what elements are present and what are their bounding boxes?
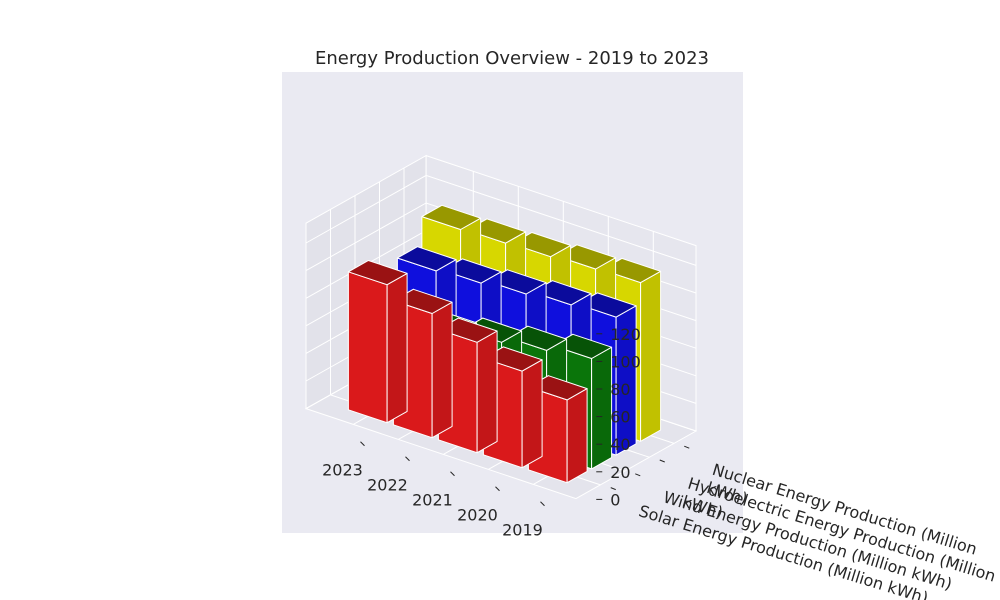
bars-group — [347, 204, 662, 484]
bar-right-face — [566, 388, 588, 484]
z-tick-label: 20 — [610, 463, 630, 482]
x-tick-label: 2020 — [457, 506, 498, 525]
bar-front-face — [347, 271, 388, 424]
z-tick-label: 80 — [610, 380, 630, 399]
x-tick-mark — [405, 456, 410, 462]
z-tick-label: 0 — [610, 490, 620, 509]
bar-right-face — [640, 270, 662, 442]
x-tick-mark — [450, 471, 455, 477]
bar-right-face — [591, 346, 613, 470]
bar — [347, 260, 408, 424]
x-tick-label: 2019 — [502, 521, 543, 540]
x-tick-label: 2021 — [412, 491, 453, 510]
x-tick-label: 2023 — [322, 461, 363, 480]
bar-top-face — [421, 204, 482, 230]
x-tick-mark — [495, 486, 500, 492]
bar-top-face — [396, 246, 457, 272]
x-tick-label: 2022 — [367, 476, 408, 495]
x-tick-mark — [540, 501, 545, 507]
z-tick-label: 60 — [610, 408, 630, 427]
z-tick-label: 40 — [610, 435, 630, 454]
y-tick-mark — [635, 473, 641, 477]
bar-right-face — [476, 330, 498, 454]
x-tick-mark — [360, 441, 365, 447]
z-tick-label: 120 — [610, 325, 641, 344]
y-tick-mark — [610, 487, 616, 491]
y-tick-mark — [659, 459, 665, 463]
bar-right-face — [431, 301, 453, 439]
chart-title: Energy Production Overview - 2019 to 202… — [315, 48, 709, 69]
z-tick-label: 100 — [610, 352, 641, 371]
bar-top-face — [552, 333, 613, 359]
bar-top-face — [347, 260, 408, 286]
bar-top-face — [507, 325, 568, 351]
bar-right-face — [386, 272, 408, 424]
y-tick-mark — [684, 445, 690, 449]
z-gridline — [305, 174, 697, 266]
bar-right-face — [521, 359, 543, 469]
